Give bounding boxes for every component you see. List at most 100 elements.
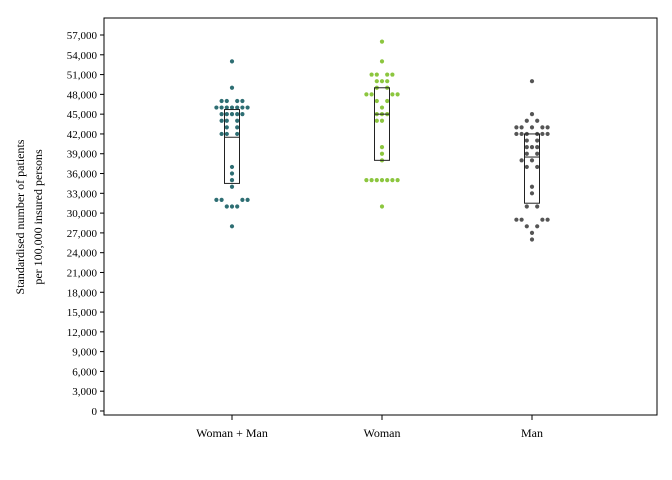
interquartile-box [524, 133, 540, 204]
data-point [379, 79, 385, 84]
data-point [385, 178, 390, 183]
data-point [364, 178, 369, 183]
data-point [240, 98, 245, 104]
data-point [390, 92, 395, 97]
data-point [219, 131, 224, 137]
data-point [374, 72, 379, 77]
data-point [224, 118, 229, 123]
data-point [374, 79, 379, 84]
data-point [535, 164, 540, 170]
data-point [529, 145, 535, 150]
data-point [240, 105, 245, 110]
y-tick-label: 30,000 [67, 208, 98, 220]
y-tick-label: 57,000 [67, 30, 98, 42]
data-point [374, 98, 379, 104]
data-point [379, 39, 385, 44]
x-category-label: Man [521, 426, 543, 440]
data-point [224, 112, 229, 117]
data-point [240, 112, 245, 117]
data-point [385, 72, 390, 77]
data-point [214, 197, 219, 203]
y-tick-label: 51,000 [67, 70, 98, 82]
data-point [540, 131, 545, 137]
data-point [224, 105, 229, 110]
data-point [224, 204, 229, 209]
y-tick-label: 18,000 [67, 287, 98, 299]
data-point [229, 204, 235, 209]
data-point [235, 131, 240, 137]
data-point [229, 178, 235, 183]
data-point [385, 98, 390, 104]
data-point [235, 112, 240, 117]
y-tick-label: 0 [92, 406, 98, 418]
data-point [535, 151, 540, 156]
y-tick-label: 3,000 [72, 386, 97, 398]
data-point [524, 145, 529, 150]
data-point [245, 105, 250, 110]
y-axis-ticks: 0 3,000 6,000 9,000 12,000 15,000 18,000 21,000… [67, 30, 104, 418]
y-tick-label: 6,000 [72, 366, 97, 378]
data-point [514, 131, 519, 137]
data-point [379, 151, 385, 156]
y-tick-label: 45,000 [67, 109, 98, 121]
data-point [229, 164, 235, 170]
data-point [229, 171, 235, 176]
data-point [519, 217, 524, 222]
data-point [245, 197, 250, 203]
data-point [224, 125, 229, 130]
data-point [229, 105, 235, 110]
data-point [529, 191, 535, 196]
data-point [535, 224, 540, 229]
data-point [224, 98, 229, 104]
y-tick-label: 33,000 [67, 188, 98, 200]
data-point [219, 197, 224, 203]
data-point [535, 138, 540, 143]
group-woman [364, 39, 400, 209]
data-point [529, 237, 535, 242]
data-point [374, 178, 379, 183]
data-point [529, 158, 535, 163]
interquartile-box [374, 87, 390, 161]
y-tick-label: 36,000 [67, 169, 98, 181]
data-point [529, 112, 535, 117]
data-point [379, 204, 385, 209]
data-point [235, 204, 240, 209]
data-point [369, 92, 374, 97]
data-point [535, 118, 540, 123]
data-point [395, 92, 400, 97]
data-point [379, 105, 385, 110]
data-point [379, 178, 385, 183]
data-point [235, 98, 240, 104]
group-man [514, 79, 550, 242]
data-point [364, 92, 369, 97]
y-tick-label: 24,000 [67, 248, 98, 260]
data-point [369, 178, 374, 183]
data-point [235, 125, 240, 130]
data-point [214, 105, 219, 110]
data-point [229, 224, 235, 229]
data-point [519, 158, 524, 163]
plot-frame [103, 17, 658, 416]
y-tick-label: 9,000 [72, 347, 97, 359]
data-point [224, 131, 229, 137]
data-point [545, 131, 550, 137]
data-point [374, 118, 379, 123]
data-point [219, 98, 224, 104]
data-point [514, 217, 519, 222]
data-point [235, 118, 240, 123]
data-point [524, 204, 529, 209]
y-axis-title-line-2: per 100,000 insured persons [31, 149, 45, 285]
data-point [229, 59, 235, 64]
interquartile-box [224, 109, 240, 184]
data-point [379, 145, 385, 150]
y-tick-label: 27,000 [67, 228, 98, 240]
data-point [524, 164, 529, 170]
x-category-label: Woman + Man [196, 426, 268, 440]
y-tick-label: 39,000 [67, 149, 98, 161]
data-point [385, 79, 390, 84]
y-tick-label: 12,000 [67, 327, 98, 339]
data-point [535, 145, 540, 150]
y-tick-label: 21,000 [67, 267, 98, 279]
data-point [229, 85, 235, 90]
